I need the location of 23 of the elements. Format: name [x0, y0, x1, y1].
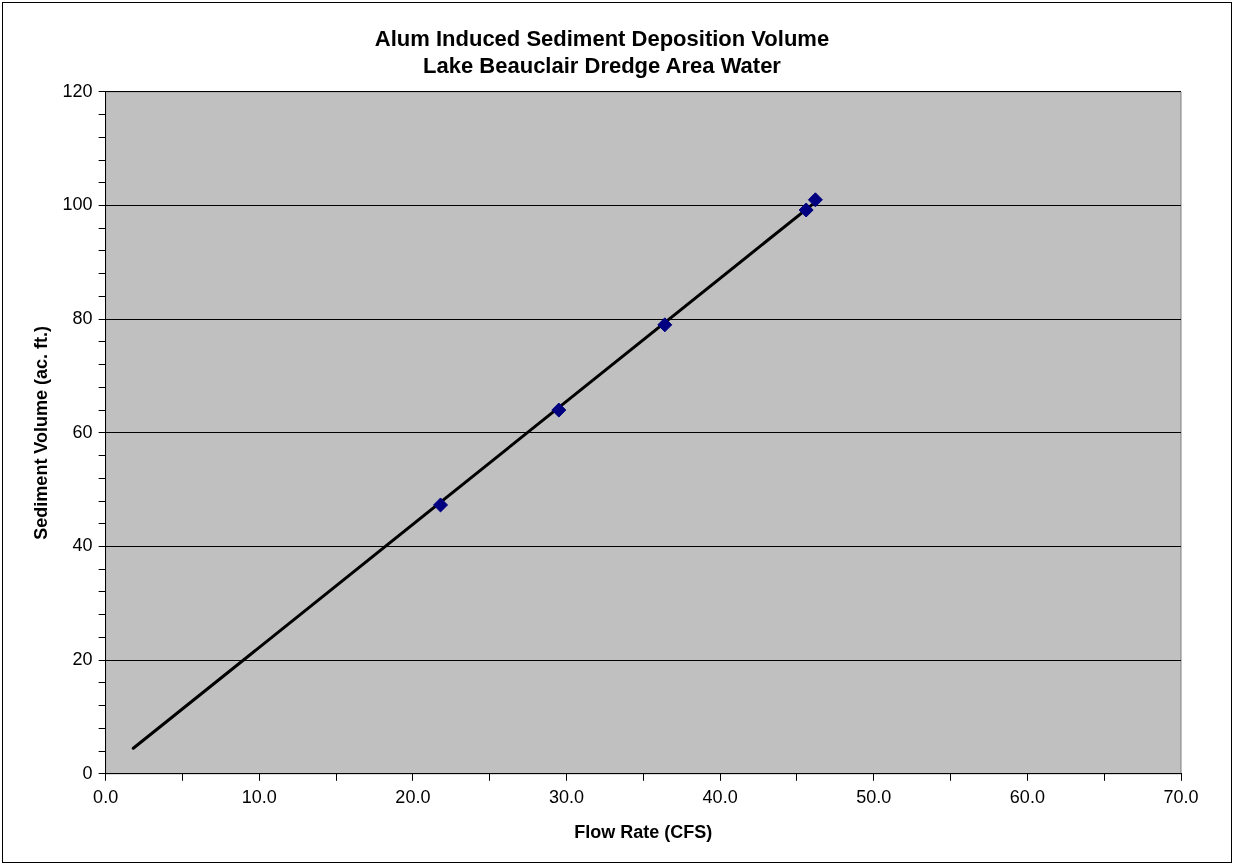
- point: [798, 202, 814, 218]
- x-tick-label: 40.0: [702, 786, 738, 807]
- x-tick-label: 10.0: [241, 786, 277, 807]
- x-tick-label: 30.0: [548, 786, 585, 807]
- point: [551, 402, 567, 418]
- y-tick-label: 120: [62, 80, 93, 101]
- y-tick-label: 100: [62, 194, 93, 215]
- y-tick-label: 20: [72, 649, 93, 670]
- x-tick-label: 50.0: [856, 786, 892, 807]
- chart-title: Alum Induced Sediment Deposition Volume Lake Beauclair Dredge Area Water: [374, 26, 830, 78]
- x-tick-label: 70.0: [1163, 786, 1199, 807]
- x-tick-label: 60.0: [1009, 786, 1045, 807]
- y-tick-label: 40: [72, 535, 93, 556]
- y-tick-label: 60: [72, 421, 93, 442]
- y-axis-title: Sediment Volume (ac. ft.): [30, 325, 51, 540]
- y-tick-label: 80: [72, 308, 93, 329]
- point: [433, 497, 449, 513]
- point: [657, 317, 673, 333]
- x-tick-label: 20.0: [395, 786, 431, 807]
- point: [807, 192, 823, 208]
- x-tick-label: 0.0: [93, 786, 119, 807]
- x-axis-title: Flow Rate (CFS): [574, 822, 713, 843]
- y-tick-label: 0: [82, 762, 93, 783]
